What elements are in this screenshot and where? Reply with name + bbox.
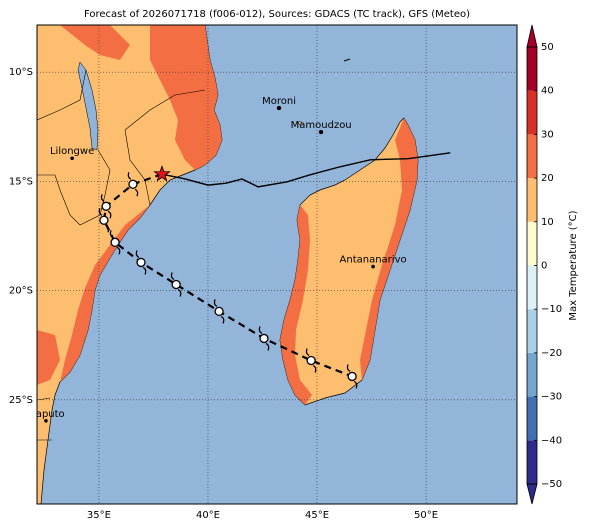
warm-region [360,118,418,380]
colorbar-extend-bottom [526,483,538,505]
y-tick-label: 15°S [9,176,33,187]
warm-region [60,25,130,60]
colorbar-segment [527,47,537,91]
colorbar-tick-label: 0 [541,261,547,272]
colorbar-frame [526,46,538,485]
city-label: Mamoudzou [291,120,352,131]
colorbar-segment [527,134,537,179]
storm-symbol [259,333,269,344]
island [343,58,351,62]
city-label: Moroni [262,96,296,107]
storm-symbol [101,201,111,211]
colorbar-segment [527,221,537,266]
map-overlay: Moroni Mamoudzou Lilongwe Antananarivo Maput… [27,25,517,504]
colorbar-segment [527,178,537,222]
city-dot [319,130,323,135]
colorbar-tick-label: 30 [541,129,554,140]
x-tick-label: 40°E [196,510,220,521]
colorbar-tick-label: −50 [541,479,562,490]
storm-symbol-arm [135,250,147,275]
colorbar-tick-label: −30 [541,392,562,403]
colorbar: −50 −40 −30 −20 −10 0 10 20 30 40 50 Max Temperatur… [526,24,579,505]
colorbar-tick-label: 40 [541,86,554,97]
city-dot [277,106,281,111]
storm-symbol-arm [170,272,182,297]
city-dot [70,156,74,161]
storm-marker [170,272,182,297]
storm-marker [127,172,139,197]
chart-title: Forecast of 2026071718 (f006-012), Sourc… [84,9,470,20]
city-dot [371,264,375,269]
storm-symbol-arm [305,348,317,373]
colorbar-tick-label: −20 [541,348,562,359]
current-position-star [153,164,171,182]
storm-symbol [171,279,181,290]
storm-marker [346,364,358,389]
y-tick-label: 20°S [9,286,33,297]
colorbar-tick-label: 50 [541,42,554,53]
colorbar-segment [527,309,537,353]
y-tick-label: 25°S [9,395,33,406]
storm-symbol-arm [109,230,121,255]
storm-marker [305,348,317,373]
y-tick-label: 10°S [9,67,33,78]
storm-symbol [99,215,109,225]
colorbar-segment [527,352,537,397]
city-label: Antananarivo [340,255,407,266]
island [298,121,302,125]
storm-symbol [347,371,357,382]
city-dot [44,418,48,423]
storm-symbol-arm [127,172,139,197]
observed-track [161,152,451,188]
storm-symbol [136,257,146,268]
storm-marker [98,208,110,233]
colorbar-tick-label: −10 [541,304,562,315]
x-tick-label: 35°E [87,510,111,521]
map-frame [36,24,518,505]
warm-region [37,330,60,385]
storm-symbol [214,306,224,317]
colorbar-tick-label: 20 [541,173,554,184]
x-tick-label: 45°E [305,510,329,521]
colorbar-segment [527,440,537,484]
colorbar-segment [527,396,537,441]
storm-symbol-arm [213,299,225,324]
storm-symbol [306,355,316,366]
colorbar-extend-top [526,24,538,48]
storm-marker [135,250,147,275]
colorbar-tick-label: −40 [541,435,562,446]
storm-marker [258,326,270,351]
storm-marker [109,230,121,255]
city-label: Lilongwe [50,146,94,157]
colorbar-segment [527,265,537,310]
storm-marker [213,299,225,324]
country-border [37,69,206,441]
colorbar-tick-label: 10 [541,217,554,228]
warm-region [150,25,222,170]
storm-symbol-arm [100,194,112,219]
storm-symbol [110,237,120,247]
x-tick-label: 50°E [414,510,438,521]
city-label: Maputo [27,409,64,420]
warm-region [280,205,312,405]
warm-region [60,205,150,382]
storm-marker [100,194,112,219]
colorbar-label: Max Temperature (°C) [568,210,579,320]
storm-symbol [128,179,138,189]
storm-symbol-arm [98,208,110,233]
map-area: Moroni Mamoudzou Lilongwe Antananarivo Maput… [27,25,517,504]
colorbar-segment [527,90,537,135]
storm-symbol-arm [346,364,358,389]
storm-symbol-arm [258,326,270,351]
